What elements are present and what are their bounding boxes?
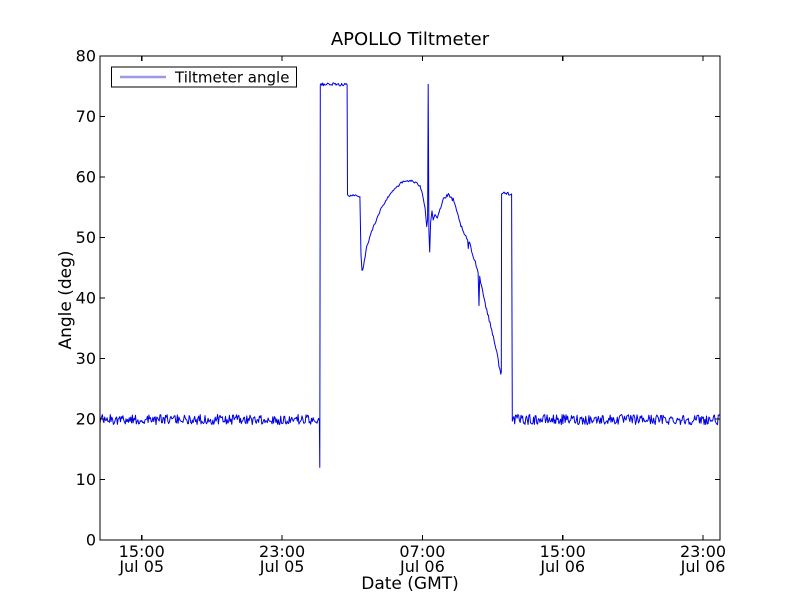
x-tick-time-label: 07:00 xyxy=(399,542,445,561)
y-tick-label: 0 xyxy=(86,531,96,550)
y-axis: 0 10 20 30 40 50 60 70 80 xyxy=(76,47,720,550)
legend-box xyxy=(110,66,298,88)
legend: Tiltmeter angle xyxy=(110,66,298,88)
y-axis-label: Angle (deg) xyxy=(56,250,76,349)
y-tick-label: 10 xyxy=(76,470,96,489)
x-tick-time-label: 23:00 xyxy=(259,542,305,561)
x-tick-time-label: 23:00 xyxy=(680,542,726,561)
chart-title: APOLLO Tiltmeter xyxy=(331,29,490,50)
y-tick-label: 60 xyxy=(76,168,96,187)
y-tick-label: 80 xyxy=(76,47,96,66)
x-tick-date-label: Jul 05 xyxy=(259,557,305,576)
y-tick-label: 70 xyxy=(76,107,96,126)
y-tick-label: 30 xyxy=(76,349,96,368)
legend-label: Tiltmeter angle xyxy=(174,69,289,87)
x-axis-label: Date (GMT) xyxy=(361,574,459,594)
x-tick-date-label: Jul 05 xyxy=(118,557,164,576)
y-tick-label: 50 xyxy=(76,228,96,247)
x-tick-time-label: 15:00 xyxy=(119,542,165,561)
y-tick-label: 40 xyxy=(76,289,96,308)
x-tick-date-label: Jul 06 xyxy=(539,557,585,576)
plot-background xyxy=(100,56,720,540)
x-tick-time-label: 15:00 xyxy=(540,542,586,561)
y-tick-label: 20 xyxy=(76,410,96,429)
tiltmeter-line xyxy=(99,82,721,468)
x-tick-date-label: Jul 06 xyxy=(680,557,726,576)
x-tick-date-label: Jul 06 xyxy=(399,557,445,576)
